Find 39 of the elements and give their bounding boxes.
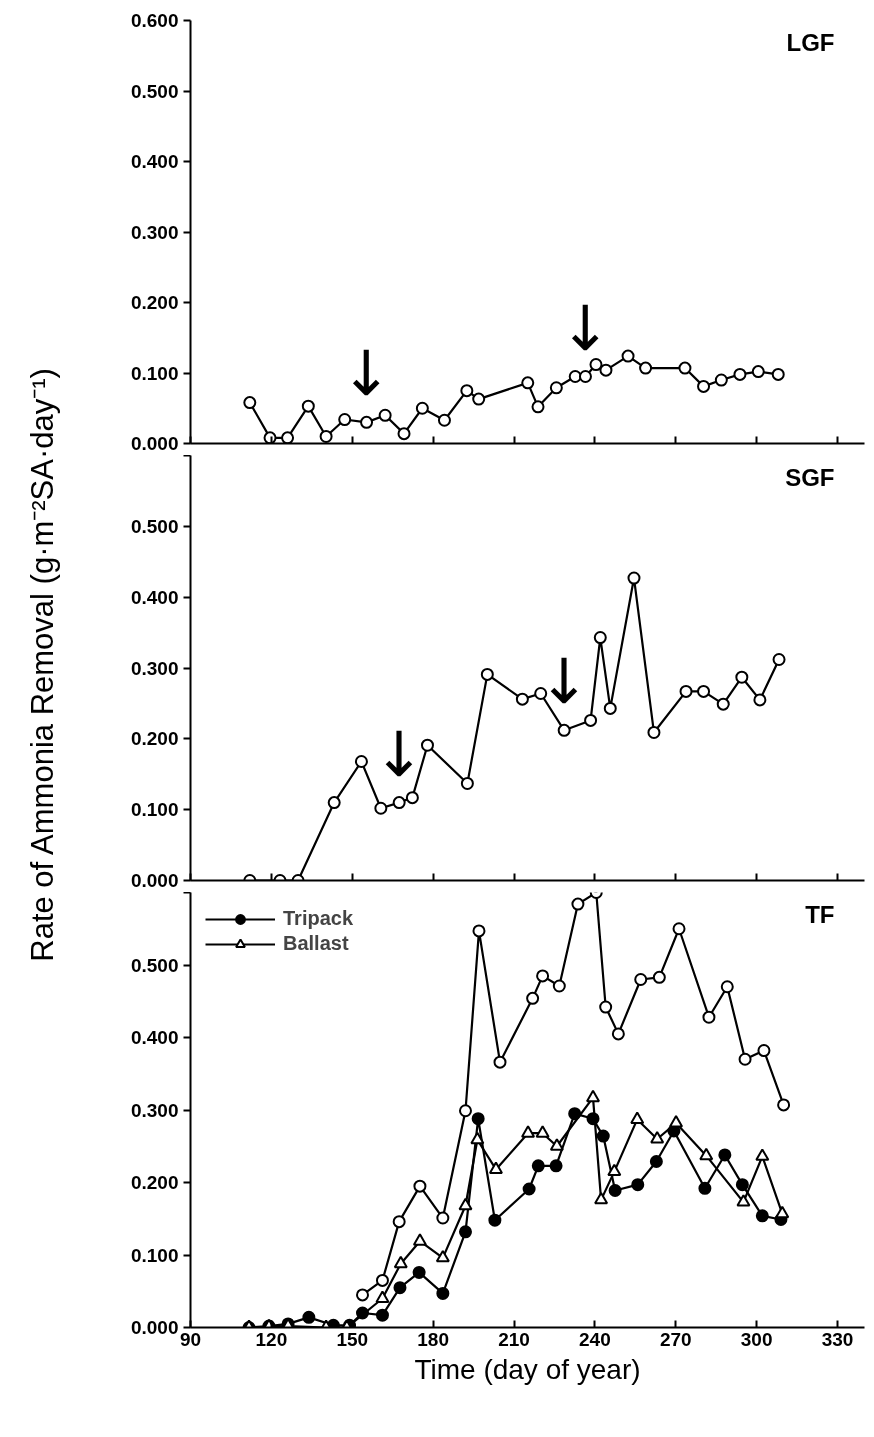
x-tick-label: 150 — [336, 1328, 369, 1350]
y-tick-label: 0.400 — [130, 1027, 179, 1048]
y-tick-label: 0.600 — [130, 10, 179, 31]
y-tick-label: 0.000 — [130, 433, 179, 454]
chart-title: TF — [805, 900, 835, 928]
annotation: ↓ — [340, 337, 393, 411]
y-tick-label: 0.300 — [130, 1099, 179, 1121]
y-tick-label: 0.200 — [130, 728, 179, 750]
x-tick-label: 330 — [821, 1328, 854, 1350]
y-axis-title: Rate of Ammonia Removal (g·m⁻²SA·day⁻¹) — [25, 368, 60, 962]
y-tick-label: 0.300 — [130, 657, 179, 679]
y-tick-label: 0.000 — [130, 870, 179, 891]
y-tick-label: 0.500 — [130, 80, 179, 102]
annotation: ↓ — [538, 645, 591, 719]
chart-title: LGF — [786, 28, 835, 56]
y-tick-label: 0.400 — [130, 586, 179, 608]
y-tick-label: 0.100 — [130, 799, 179, 821]
y-tick-label: 0.300 — [130, 221, 179, 243]
x-tick-label: 180 — [417, 1328, 449, 1350]
x-tick-label: 90 — [179, 1328, 202, 1350]
annotation: ↓ — [373, 717, 426, 791]
y-tick-label: 0.100 — [130, 362, 179, 384]
y-tick-label: 0.200 — [130, 1172, 179, 1193]
y-tick-label: 0.500 — [130, 515, 179, 537]
y-tick-label: 0.000 — [130, 1317, 179, 1338]
legend-label: Ballast — [283, 932, 349, 955]
y-tick-label: 0.100 — [130, 1244, 179, 1266]
chart-title: SGF — [785, 463, 835, 491]
x-tick-label: 270 — [659, 1328, 692, 1350]
y-tick-label: 0.400 — [130, 151, 179, 172]
x-tick-label: 210 — [498, 1328, 530, 1350]
annotation: ↓ — [559, 291, 612, 365]
legend-label: Tripack — [283, 907, 354, 930]
x-axis-title: Time (day of year) — [414, 1353, 641, 1385]
x-tick-label: 300 — [740, 1328, 773, 1350]
y-tick-label: 0.500 — [130, 954, 179, 976]
x-tick-label: 120 — [255, 1328, 288, 1350]
y-tick-label: 0.200 — [130, 292, 179, 313]
x-tick-label: 240 — [579, 1328, 611, 1350]
